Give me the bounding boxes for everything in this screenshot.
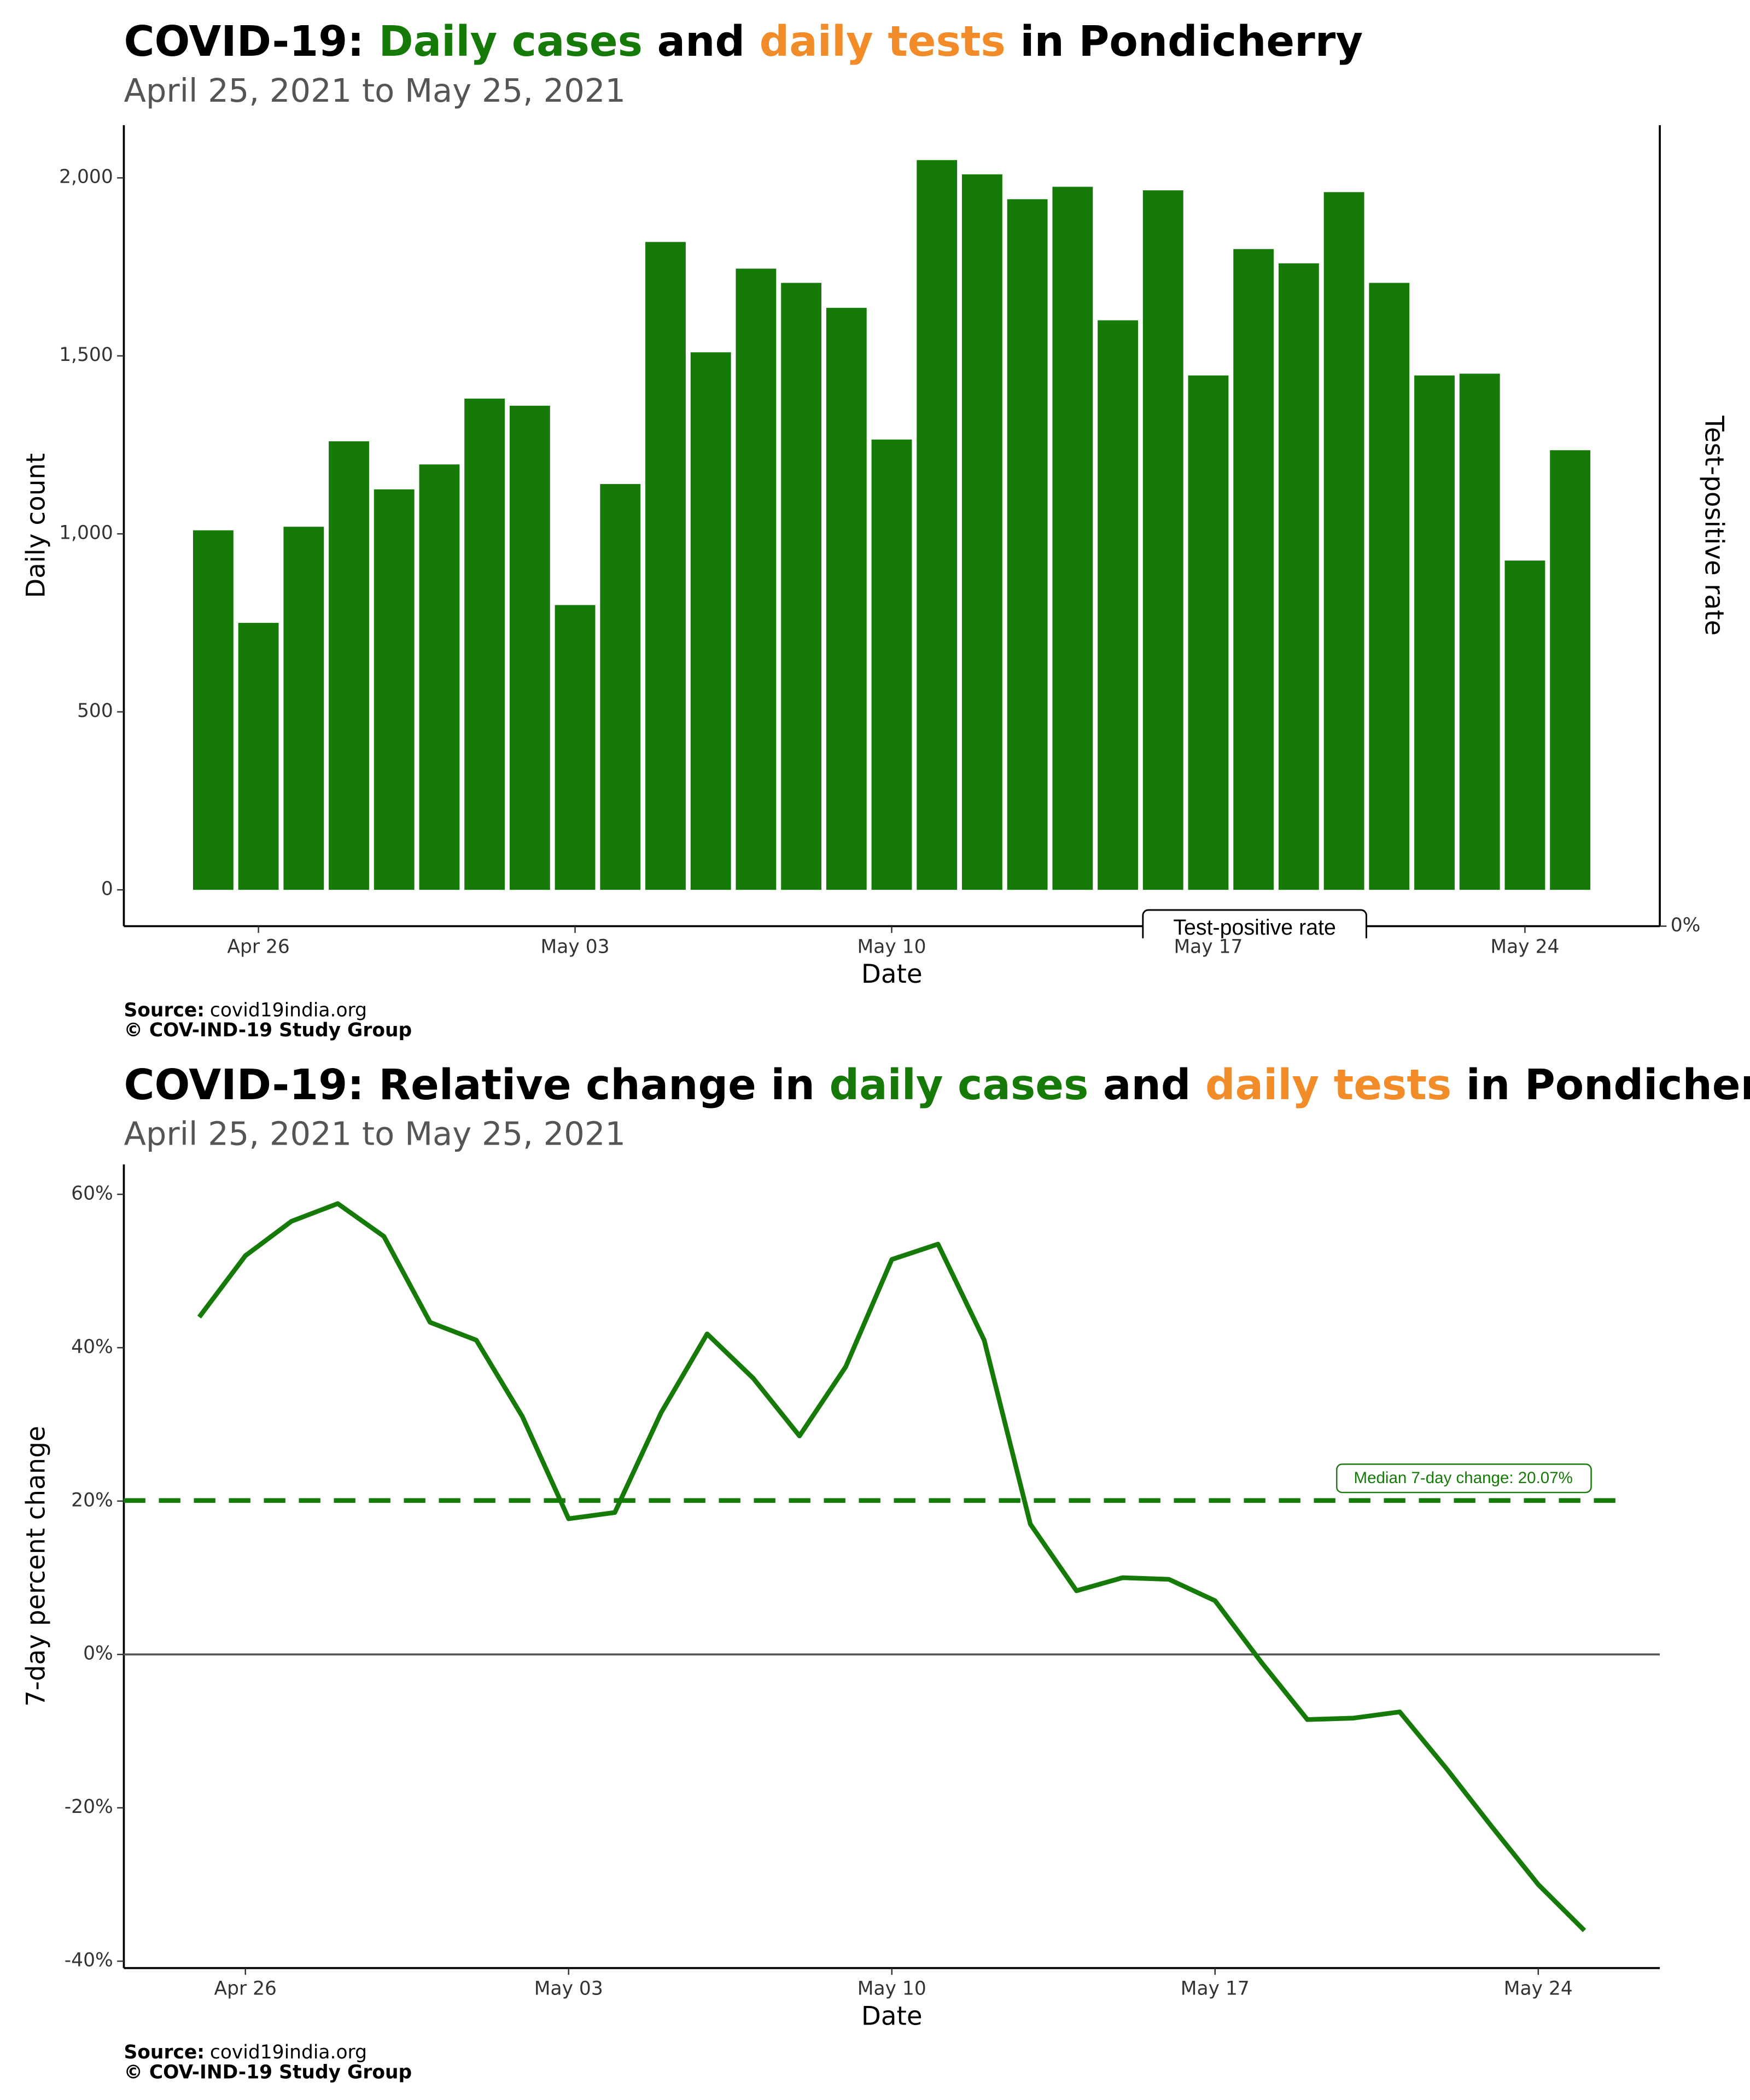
y-tick-label: 2,000 bbox=[59, 166, 113, 188]
bar bbox=[690, 352, 731, 890]
y-tick-label: -40% bbox=[65, 1950, 113, 1971]
bar bbox=[1414, 375, 1455, 890]
bar bbox=[781, 283, 822, 890]
bar bbox=[1188, 375, 1229, 890]
chart-title: COVID-19: Daily cases and daily tests in… bbox=[124, 17, 1363, 66]
bar bbox=[374, 489, 415, 890]
bar bbox=[1052, 186, 1093, 890]
y-tick-label: 500 bbox=[77, 700, 113, 722]
y-tick-label: 40% bbox=[71, 1336, 113, 1358]
bar bbox=[871, 439, 912, 890]
credit: © COV-IND-19 Study Group bbox=[124, 1019, 412, 1041]
bar bbox=[1459, 374, 1500, 890]
bar bbox=[238, 622, 279, 890]
chart-title: COVID-19: Relative change in daily cases… bbox=[124, 1060, 1750, 1109]
bar bbox=[419, 464, 460, 890]
x-tick-label: May 03 bbox=[541, 936, 610, 958]
legend-label: Test-positive rate bbox=[1173, 915, 1336, 940]
title-part: daily tests bbox=[1205, 1060, 1451, 1109]
y-tick-label: 20% bbox=[71, 1489, 113, 1511]
y-axis-title: 7-day percent change bbox=[21, 1426, 51, 1706]
source-text: covid19india.org bbox=[210, 2041, 367, 2063]
bar bbox=[917, 160, 958, 890]
bar bbox=[509, 405, 550, 890]
title-part: daily tests bbox=[760, 17, 1006, 66]
line-series bbox=[197, 1201, 1586, 1933]
bar bbox=[1007, 199, 1048, 890]
median-label: Median 7-day change: 20.07% bbox=[1354, 1469, 1572, 1487]
title-part: daily cases bbox=[829, 1060, 1088, 1109]
y-tick-label: -20% bbox=[65, 1796, 113, 1818]
bar bbox=[1504, 561, 1545, 890]
bar bbox=[1233, 249, 1274, 890]
source-text: covid19india.org bbox=[210, 999, 367, 1021]
x-tick-label: May 10 bbox=[858, 1978, 926, 2000]
x-axis-title: Date bbox=[861, 960, 923, 989]
bar bbox=[1323, 192, 1364, 890]
bar bbox=[645, 242, 686, 890]
y-axis-title: Daily count bbox=[21, 453, 51, 598]
source: Source: covid19india.org bbox=[124, 999, 367, 1021]
source: Source: covid19india.org bbox=[124, 2041, 367, 2063]
title-part: and bbox=[643, 17, 760, 66]
title-part: Daily cases bbox=[378, 17, 643, 66]
x-tick-label: May 17 bbox=[1174, 936, 1242, 958]
bar bbox=[1098, 320, 1138, 890]
legend-box bbox=[1142, 909, 1367, 938]
median-label-box bbox=[1336, 1463, 1592, 1494]
bar bbox=[1278, 263, 1319, 890]
x-axis-title: Date bbox=[861, 2002, 923, 2031]
y-tick-label: 60% bbox=[71, 1182, 113, 1204]
source-label: Source: bbox=[124, 2041, 205, 2063]
subtitle: April 25, 2021 to May 25, 2021 bbox=[124, 72, 626, 109]
bar bbox=[1369, 283, 1410, 890]
title-part: in Pondicherry bbox=[1451, 1060, 1750, 1109]
bar bbox=[1142, 190, 1183, 890]
source-label: Source: bbox=[124, 999, 205, 1021]
title-part: COVID-19: Relative change in bbox=[124, 1060, 829, 1109]
bar bbox=[600, 484, 641, 890]
x-tick-label: May 10 bbox=[858, 936, 926, 958]
bar bbox=[283, 527, 324, 890]
bar bbox=[962, 174, 1002, 890]
y-tick-label: 0% bbox=[83, 1643, 113, 1665]
x-tick-label: May 24 bbox=[1504, 1978, 1573, 2000]
y-tick-label: 1,000 bbox=[59, 522, 113, 544]
bar bbox=[192, 530, 234, 890]
y-tick-label: 0 bbox=[101, 878, 113, 900]
title-part: COVID-19: bbox=[124, 17, 378, 66]
y2-tick-label: 0% bbox=[1671, 914, 1701, 936]
title-part: and bbox=[1088, 1060, 1205, 1109]
bar bbox=[464, 398, 505, 890]
subtitle: April 25, 2021 to May 25, 2021 bbox=[124, 1115, 626, 1153]
x-tick-label: Apr 26 bbox=[227, 936, 289, 958]
bar bbox=[1550, 450, 1591, 890]
legend: Test-positive rate bbox=[1142, 909, 1367, 940]
x-tick-label: May 17 bbox=[1181, 1978, 1250, 2000]
x-tick-label: May 24 bbox=[1490, 936, 1559, 958]
bar bbox=[826, 307, 867, 890]
bar bbox=[736, 269, 777, 890]
bar bbox=[555, 605, 596, 890]
credit: © COV-IND-19 Study Group bbox=[124, 2061, 412, 2083]
title-part: in Pondicherry bbox=[1006, 17, 1363, 66]
bar bbox=[329, 441, 369, 890]
x-tick-label: May 03 bbox=[534, 1978, 603, 2000]
x-tick-label: Apr 26 bbox=[214, 1978, 277, 2000]
y2-axis-title: Test-positive rate bbox=[1699, 415, 1729, 635]
y-tick-label: 1,500 bbox=[59, 344, 113, 366]
